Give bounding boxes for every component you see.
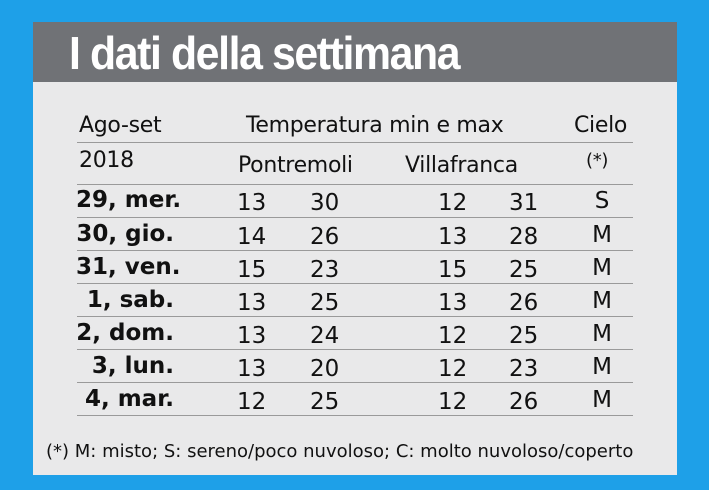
pontremoli-max: 25 [310,389,340,415]
row-day: 2, dom. [76,320,174,346]
sky-header: Cielo [574,113,628,138]
villafranca-max: 25 [509,257,539,283]
period-header: Ago-set [79,113,162,138]
sky-value: S [594,188,610,214]
row-day: 31, ven. [76,254,181,280]
villafranca-min: 12 [438,323,468,349]
pontremoli-max: 26 [310,224,340,250]
sky-value: M [592,222,612,248]
pontremoli-min: 14 [237,224,267,250]
pontremoli-max: 20 [310,356,340,382]
sky-value: M [592,387,612,413]
villafranca-max: 26 [509,389,539,415]
row-rule [77,217,633,218]
header-rule-2 [77,184,633,185]
row-day: 29, mer. [76,187,182,213]
row-rule [77,316,633,317]
page-title: I dati della settimana [69,27,461,79]
pontremoli-max: 23 [310,257,340,283]
sky-value: M [592,255,612,281]
pontremoli-min: 13 [237,356,267,382]
sky-note-header: (*) [586,150,609,171]
pontremoli-min: 13 [237,323,267,349]
title-bar: I dati della settimana [33,22,677,82]
pontremoli-min: 15 [237,257,267,283]
location-pontremoli-header: Pontremoli [238,153,353,178]
pontremoli-min: 13 [237,290,267,316]
villafranca-min: 13 [438,224,468,250]
pontremoli-max: 30 [310,190,340,216]
villafranca-min: 15 [438,257,468,283]
location-villafranca-header: Villafranca [405,153,518,178]
villafranca-max: 28 [509,224,539,250]
row-day: 3, lun. [91,353,174,379]
sky-value: M [592,354,612,380]
villafranca-max: 31 [509,190,539,216]
row-rule [77,250,633,251]
pontremoli-min: 13 [237,190,267,216]
row-rule [77,349,633,350]
header-rule-1 [77,142,633,143]
sky-value: M [592,288,612,314]
row-day: 1, sab. [86,287,174,313]
villafranca-min: 12 [438,356,468,382]
pontremoli-max: 25 [310,290,340,316]
footnote: (*) M: misto; S: sereno/poco nuvoloso; C… [46,441,634,462]
year-header: 2018 [79,148,134,173]
villafranca-min: 12 [438,190,468,216]
row-rule [77,283,633,284]
row-day: 30, gio. [76,221,174,247]
temperature-header: Temperatura min e max [246,113,504,138]
villafranca-min: 13 [438,290,468,316]
sky-value: M [592,321,612,347]
pontremoli-min: 12 [237,389,267,415]
pontremoli-max: 24 [310,323,340,349]
villafranca-min: 12 [438,389,468,415]
villafranca-max: 25 [509,323,539,349]
row-day: 4, mar. [84,386,174,412]
weather-card: I dati della settimana Ago-set Temperatu… [33,22,677,475]
row-rule [77,382,633,383]
villafranca-max: 26 [509,290,539,316]
row-rule [77,415,633,416]
villafranca-max: 23 [509,356,539,382]
